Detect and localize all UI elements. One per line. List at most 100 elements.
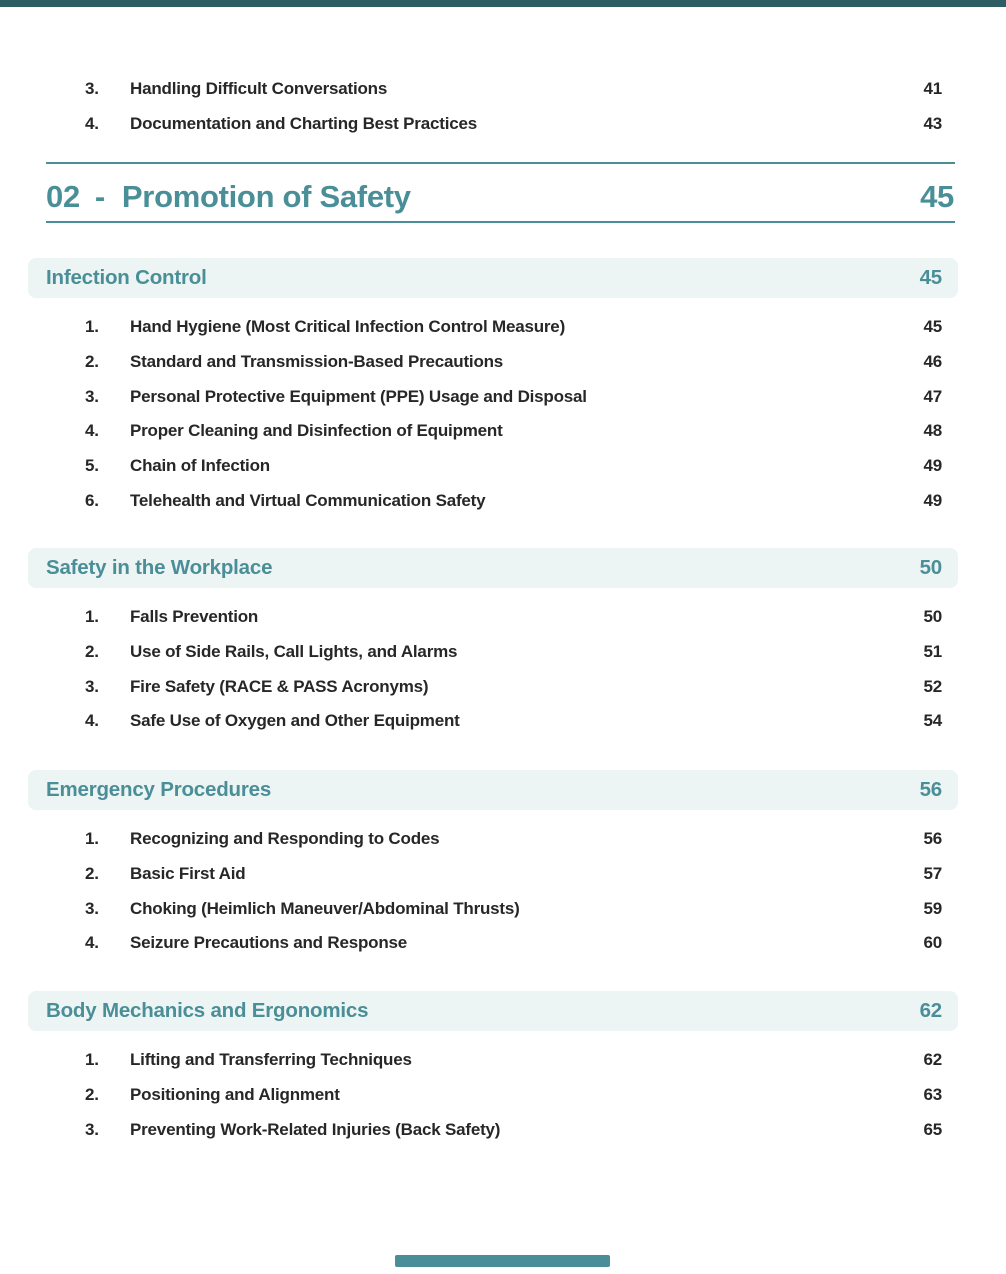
toc-entry-page: 52 xyxy=(923,676,942,696)
toc-entry-number: 4. xyxy=(85,711,99,731)
toc-entry-title: Basic First Aid xyxy=(130,864,246,884)
section-page-number: 50 xyxy=(919,556,943,579)
toc-entry-number: 3. xyxy=(85,676,99,696)
toc-entry[interactable]: 1. Hand Hygiene (Most Critical Infection … xyxy=(85,310,942,345)
section-title: Safety in the Workplace xyxy=(46,556,273,579)
toc-entry-title: Personal Protective Equipment (PPE) Usag… xyxy=(130,386,587,406)
toc-entry-title: Fire Safety (RACE & PASS Acronyms) xyxy=(130,676,429,696)
toc-entry-title: Proper Cleaning and Disinfection of Equi… xyxy=(130,421,503,441)
section-header[interactable]: Safety in the Workplace 50 xyxy=(28,548,958,588)
toc-entry-page: 54 xyxy=(923,711,942,731)
toc-entry-page: 60 xyxy=(923,933,942,953)
chapter-divider-bottom xyxy=(46,221,955,223)
top-edge-strip xyxy=(0,0,1006,7)
toc-entry-title: Standard and Transmission-Based Precauti… xyxy=(130,352,504,372)
toc-entry-number: 2. xyxy=(85,642,99,662)
toc-entry-number: 3. xyxy=(85,898,99,918)
toc-entry-page: 46 xyxy=(923,352,942,372)
toc-entry-page: 48 xyxy=(923,421,942,441)
toc-entry[interactable]: 2. Use of Side Rails, Call Lights, and Al… xyxy=(85,635,942,670)
toc-entry-number: 3. xyxy=(85,386,99,406)
toc-entry[interactable]: 3. Fire Safety (RACE & PASS Acronyms) 52 xyxy=(85,669,942,704)
toc-entry-number: 1. xyxy=(85,829,99,849)
toc-entry[interactable]: 1. Lifting and Transferring Techniques 62 xyxy=(85,1043,942,1078)
footer-bar xyxy=(395,1255,610,1267)
toc-entry-number: 4. xyxy=(85,114,99,134)
toc-entry[interactable]: 4. Documentation and Charting Best Practi… xyxy=(85,107,942,142)
toc-entry-page: 63 xyxy=(923,1085,942,1105)
toc-entry-number: 6. xyxy=(85,490,99,510)
toc-entry-number: 1. xyxy=(85,317,99,337)
toc-entry-title: Handling Difficult Conversations xyxy=(130,79,388,99)
toc-entry-title: Positioning and Alignment xyxy=(130,1085,340,1105)
toc-entry-number: 1. xyxy=(85,607,99,627)
section-page-number: 45 xyxy=(919,266,943,289)
toc-entry-number: 1. xyxy=(85,1050,99,1070)
toc-entry-title: Safe Use of Oxygen and Other Equipment xyxy=(130,711,460,731)
toc-entry[interactable]: 2. Positioning and Alignment 63 xyxy=(85,1078,942,1113)
toc-entry[interactable]: 1. Recognizing and Responding to Codes 56 xyxy=(85,822,942,857)
toc-entry-title: Hand Hygiene (Most Critical Infection Co… xyxy=(130,317,566,337)
toc-entry-title: Seizure Precautions and Response xyxy=(130,933,408,953)
section-header[interactable]: Body Mechanics and Ergonomics 62 xyxy=(28,991,958,1031)
chapter-page-number: 45 xyxy=(920,179,954,214)
section-page-number: 62 xyxy=(919,999,943,1022)
section-title: Body Mechanics and Ergonomics xyxy=(46,999,369,1022)
toc-entry-title: Falls Prevention xyxy=(130,607,259,627)
toc-entry-number: 5. xyxy=(85,456,99,476)
toc-entry-number: 4. xyxy=(85,933,99,953)
section-page-number: 56 xyxy=(919,778,943,801)
section-entries: 1. Hand Hygiene (Most Critical Infection … xyxy=(85,310,942,518)
toc-section: Body Mechanics and Ergonomics 62 1. Lifting… xyxy=(0,991,1006,1147)
toc-entry[interactable]: 2. Basic First Aid 57 xyxy=(85,857,942,892)
toc-entry-page: 49 xyxy=(923,490,942,510)
toc-entry-page: 62 xyxy=(923,1050,942,1070)
toc-entry-title: Recognizing and Responding to Codes xyxy=(130,829,440,849)
toc-entry-page: 49 xyxy=(923,456,942,476)
toc-entry-page: 50 xyxy=(923,607,942,627)
chapter-title: Promotion of Safety xyxy=(121,179,411,214)
toc-entry[interactable]: 3. Personal Protective Equipment (PPE) Us… xyxy=(85,379,942,414)
toc-section: Safety in the Workplace 50 1. Falls Prevent… xyxy=(0,548,1006,739)
section-title: Infection Control xyxy=(46,266,207,289)
toc-entry[interactable]: 6. Telehealth and Virtual Communication S… xyxy=(85,483,942,518)
toc-entry-number: 3. xyxy=(85,79,99,99)
chapter-separator: - xyxy=(94,179,105,214)
toc-entry[interactable]: 3. Choking (Heimlich Maneuver/Abdominal T… xyxy=(85,891,942,926)
section-title: Emergency Procedures xyxy=(46,778,272,801)
toc-entry[interactable]: 4. Safe Use of Oxygen and Other Equipment… xyxy=(85,704,942,739)
toc-entry-page: 59 xyxy=(923,898,942,918)
section-entries: 1. Recognizing and Responding to Codes 56 2… xyxy=(85,822,942,961)
toc-entry-page: 57 xyxy=(923,864,942,884)
toc-entry-title: Preventing Work-Related Injuries (Back S… xyxy=(130,1119,501,1139)
section-header[interactable]: Infection Control 45 xyxy=(28,258,958,298)
toc-section: Infection Control 45 1. Hand Hygiene (Most … xyxy=(0,258,1006,518)
chapter-divider-top xyxy=(46,162,955,164)
section-entries: 1. Lifting and Transferring Techniques 62 2… xyxy=(85,1043,942,1147)
toc-entry[interactable]: 3. Handling Difficult Conversations 41 xyxy=(85,72,942,107)
toc-section: Emergency Procedures 56 1. Recognizing and … xyxy=(0,770,1006,961)
toc-entry-number: 4. xyxy=(85,421,99,441)
toc-entry-page: 51 xyxy=(923,642,942,662)
toc-entry-page: 43 xyxy=(923,114,942,134)
toc-entry-title: Lifting and Transferring Techniques xyxy=(130,1050,412,1070)
toc-entry-number: 3. xyxy=(85,1119,99,1139)
toc-entry[interactable]: 4. Seizure Precautions and Response 60 xyxy=(85,926,942,961)
chapter-number: 02 xyxy=(46,179,80,214)
toc-entry[interactable]: 3. Preventing Work-Related Injuries (Back… xyxy=(85,1112,942,1147)
front-matter-entries: 3. Handling Difficult Conversations 41 4. Do… xyxy=(85,72,942,141)
toc-entry[interactable]: 4. Proper Cleaning and Disinfection of Eq… xyxy=(85,414,942,449)
toc-entry-page: 56 xyxy=(923,829,942,849)
section-entries: 1. Falls Prevention 50 2. Use of Side Rails,… xyxy=(85,600,942,739)
chapter-heading[interactable]: 02 - Promotion of Safety 45 xyxy=(46,176,954,218)
toc-entry-number: 2. xyxy=(85,352,99,372)
toc-entry-title: Documentation and Charting Best Practice… xyxy=(130,114,477,134)
section-header[interactable]: Emergency Procedures 56 xyxy=(28,770,958,810)
toc-entry-title: Chain of Infection xyxy=(130,456,270,476)
toc-entry[interactable]: 5. Chain of Infection 49 xyxy=(85,449,942,484)
toc-entry[interactable]: 2. Standard and Transmission-Based Precau… xyxy=(85,345,942,380)
toc-entry[interactable]: 1. Falls Prevention 50 xyxy=(85,600,942,635)
toc-entry-title: Choking (Heimlich Maneuver/Abdominal Thr… xyxy=(130,898,520,918)
toc-entry-page: 65 xyxy=(923,1119,942,1139)
